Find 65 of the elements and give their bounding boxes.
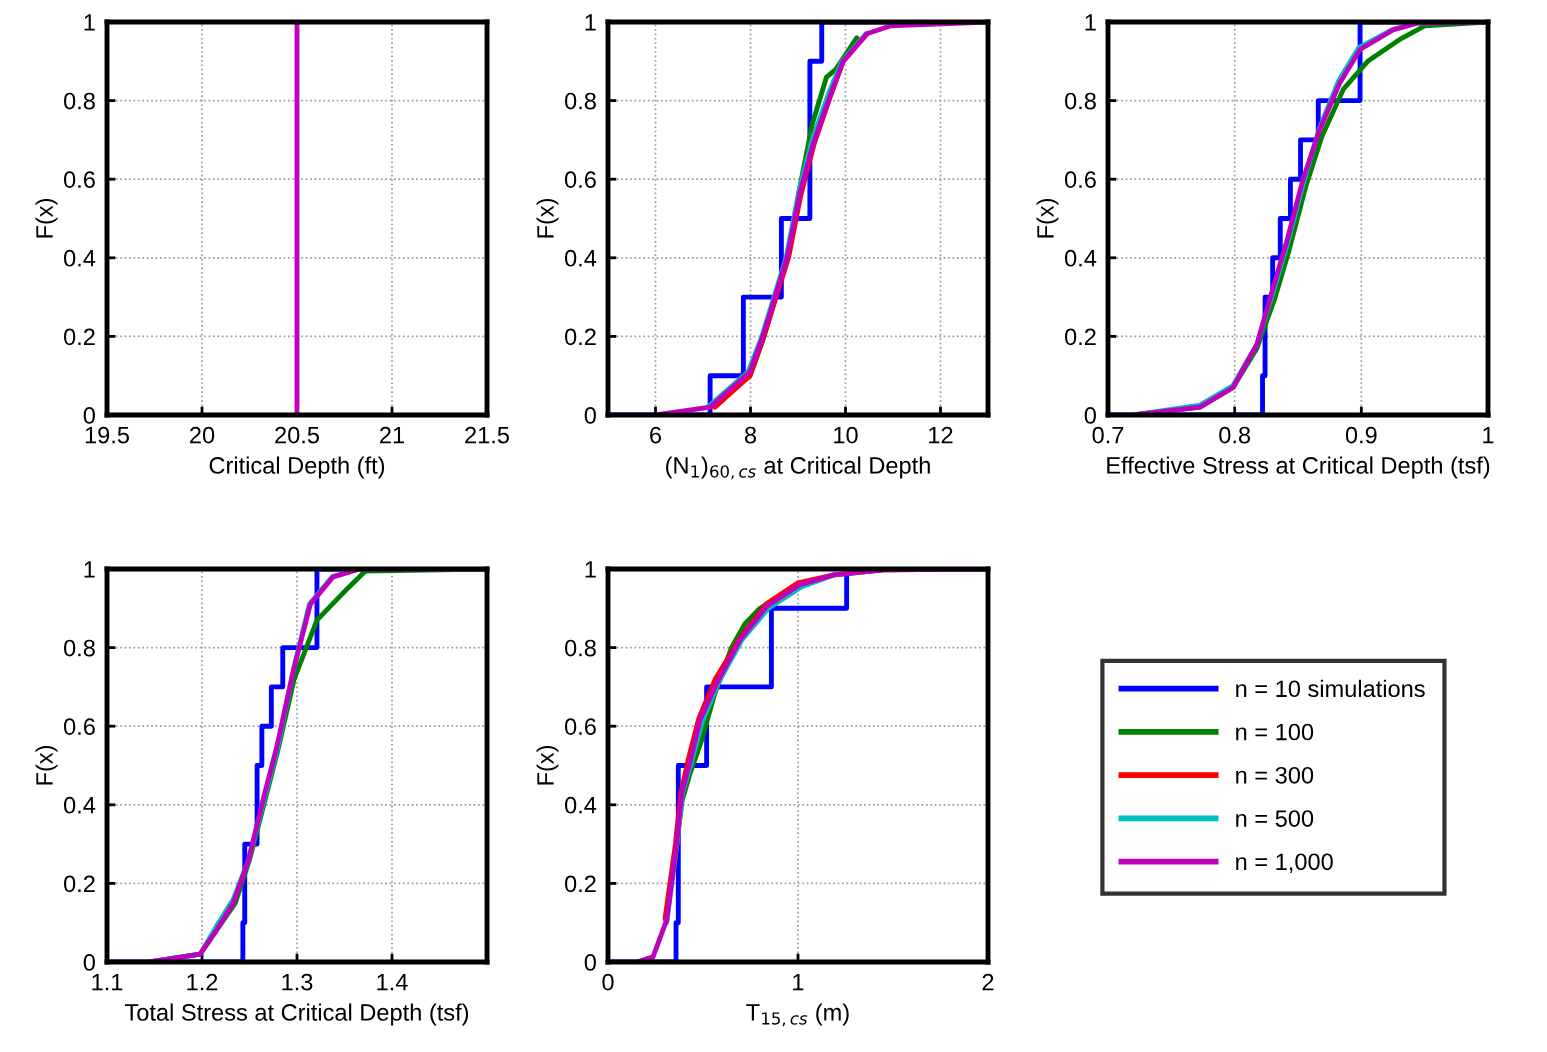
legend-label: n = 500 — [1236, 810, 1314, 827]
y-tick-label: 0.8 — [63, 92, 95, 110]
y-tick-label: 0 — [584, 407, 596, 424]
y-tick-label: 0.6 — [63, 171, 95, 188]
y-tick-label: 1 — [585, 561, 596, 578]
legend-label: n = 1,000 — [1236, 853, 1333, 873]
y-tick-label: 0.2 — [63, 328, 95, 346]
y-axis-title: F(x) — [536, 198, 559, 238]
x-tick-label: 8 — [744, 426, 757, 444]
y-tick-label: 0 — [83, 407, 95, 424]
x-tick-label: 19.5 — [85, 426, 129, 444]
x-axis-title: Total Stress at Critical Depth (tsf) — [125, 1003, 469, 1026]
y-tick-label: 0.8 — [564, 92, 596, 110]
y-tick-label: 0.6 — [564, 171, 596, 188]
y-tick-label: 0 — [584, 954, 596, 971]
x-axis-title: Critical Depth (ft) — [209, 456, 385, 479]
y-tick-label: 0.2 — [1064, 328, 1096, 346]
y-tick-label: 1 — [1085, 14, 1096, 31]
y-tick-label: 0.4 — [63, 249, 96, 267]
y-tick-label: 0.4 — [564, 249, 597, 267]
y-tick-label: 0.8 — [564, 639, 596, 657]
x-tick-label: 21.5 — [465, 426, 509, 444]
y-tick-label: 1 — [84, 14, 95, 31]
legend-label: n = 10 simulations — [1236, 679, 1425, 698]
y-tick-label: 0.4 — [564, 796, 597, 814]
x-tick-label: 20 — [190, 426, 215, 444]
x-tick-label: 1 — [1483, 426, 1494, 444]
x-tick-label: 20.5 — [275, 426, 319, 444]
x-tick-label: 12 — [929, 426, 953, 444]
y-axis-title: F(x) — [1036, 198, 1059, 238]
x-tick-label: 6 — [650, 426, 662, 444]
y-tick-label: 1 — [585, 14, 596, 31]
x-axis-title: Effective Stress at Critical Depth (tsf) — [1107, 456, 1490, 479]
x-tick-label: 1 — [793, 973, 804, 991]
x-tick-label: 1.1 — [92, 973, 123, 991]
y-axis-title: F(x) — [35, 745, 58, 785]
x-tick-label: 1.2 — [187, 973, 218, 991]
x-tick-label: 1.3 — [282, 973, 313, 991]
y-tick-label: 0.6 — [63, 718, 95, 735]
y-tick-label: 0.4 — [1064, 249, 1097, 267]
y-tick-label: 0.8 — [63, 639, 95, 657]
x-tick-label: 0.7 — [1092, 426, 1124, 444]
y-tick-label: 0.2 — [63, 875, 95, 893]
y-tick-label: 0 — [83, 954, 95, 971]
legend-label: n = 300 — [1236, 766, 1314, 784]
y-tick-label: 0.2 — [564, 328, 596, 346]
y-tick-label: 0.2 — [564, 875, 596, 893]
y-tick-label: 0.6 — [564, 718, 596, 735]
legend-label: n = 100 — [1236, 723, 1314, 741]
x-tick-label: 2 — [982, 973, 994, 991]
x-tick-label: 0 — [602, 973, 614, 991]
x-axis-title: (N$_{1}$)$_{60,cs}$ at Critical Depth — [666, 456, 930, 480]
y-tick-label: 0.8 — [1064, 92, 1096, 110]
y-tick-label: 1 — [84, 561, 95, 578]
y-tick-label: 0.4 — [63, 796, 96, 814]
x-tick-label: 0.9 — [1345, 426, 1377, 444]
y-axis-title: F(x) — [536, 745, 559, 785]
x-tick-label: 1.4 — [377, 973, 408, 991]
x-tick-label: 0.8 — [1219, 426, 1251, 444]
y-tick-label: 0.6 — [1064, 171, 1096, 188]
x-axis-title: T$_{15,cs}$ (m) — [746, 1003, 849, 1027]
y-axis-title: F(x) — [35, 198, 58, 238]
y-tick-label: 0 — [1084, 407, 1096, 424]
x-tick-label: 21 — [380, 426, 404, 444]
x-tick-label: 10 — [834, 426, 858, 444]
